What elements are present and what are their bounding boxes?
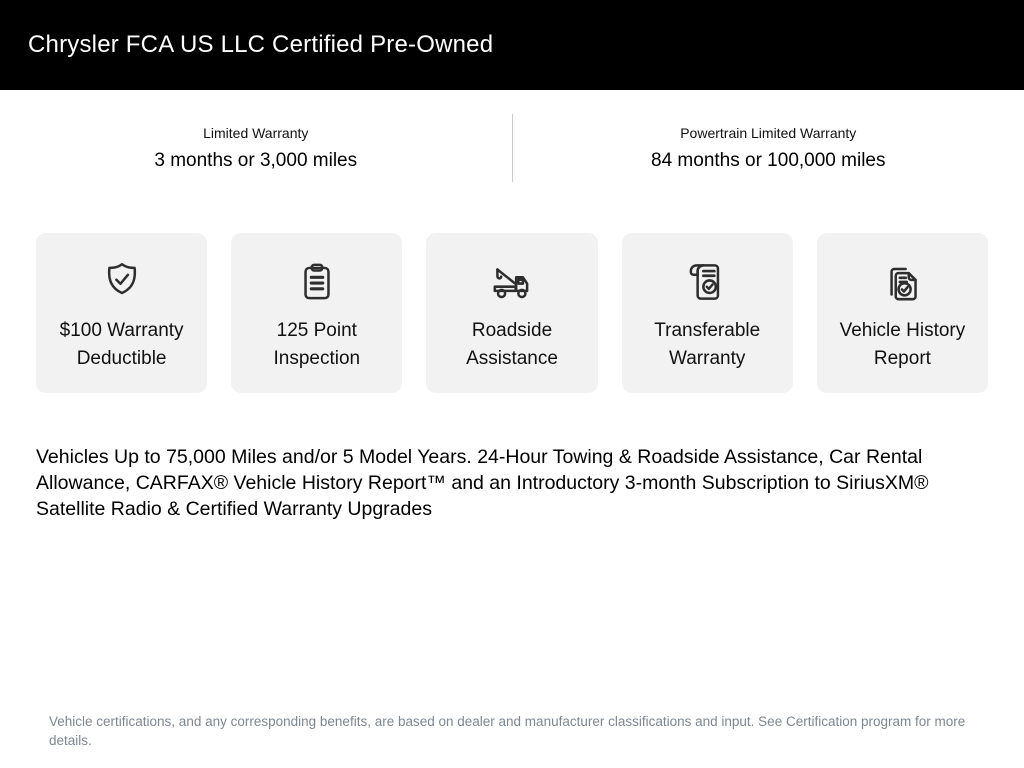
- benefit-card-warranty-deductible: $100 Warranty Deductible: [36, 233, 208, 393]
- certified-preowned-page: Chrysler FCA US LLC Certified Pre-Owned …: [0, 0, 1024, 748]
- page-title: Chrysler FCA US LLC Certified Pre-Owned: [28, 31, 494, 58]
- shield-check-icon: [97, 257, 147, 307]
- benefit-card-inspection: 125 Point Inspection: [231, 233, 403, 393]
- powertrain-warranty-block: Powertrain Limited Warranty 84 months or…: [513, 125, 1024, 172]
- warranty-label: Powertrain Limited Warranty: [680, 124, 857, 141]
- benefit-card-transferable: Transferable Warranty: [621, 233, 793, 393]
- limited-warranty-block: Limited Warranty 3 months or 3,000 miles: [0, 125, 512, 172]
- program-description: Vehicles Up to 75,000 Miles and/or 5 Mod…: [36, 446, 929, 520]
- header-bar: Chrysler FCA US LLC Certified Pre-Owned: [0, 0, 1024, 90]
- benefit-card-roadside: Roadside Assistance: [426, 233, 598, 393]
- documents-check-icon: [877, 257, 927, 307]
- warranty-label: Limited Warranty: [203, 124, 309, 141]
- disclaimer-text: Vehicle certifications, and any correspo…: [49, 714, 966, 748]
- benefit-label: Roadside Assistance: [466, 320, 558, 369]
- tow-truck-icon: [487, 257, 537, 307]
- scroll-check-icon: [682, 257, 732, 307]
- benefit-label: $100 Warranty Deductible: [59, 320, 184, 369]
- benefit-label: Transferable Warranty: [654, 320, 761, 369]
- benefit-label: 125 Point Inspection: [273, 320, 361, 369]
- warranty-summary: Limited Warranty 3 months or 3,000 miles…: [0, 114, 1024, 182]
- warranty-value: 3 months or 3,000 miles: [154, 149, 358, 171]
- benefit-card-history-report: Vehicle History Report: [816, 233, 989, 393]
- warranty-value: 84 months or 100,000 miles: [651, 149, 886, 171]
- benefit-label: Vehicle History Report: [839, 320, 966, 369]
- vertical-divider: [511, 114, 513, 182]
- clipboard-checklist-icon: [292, 257, 342, 307]
- benefit-cards-row: $100 Warranty Deductible 125 Point Inspe…: [0, 233, 1024, 393]
